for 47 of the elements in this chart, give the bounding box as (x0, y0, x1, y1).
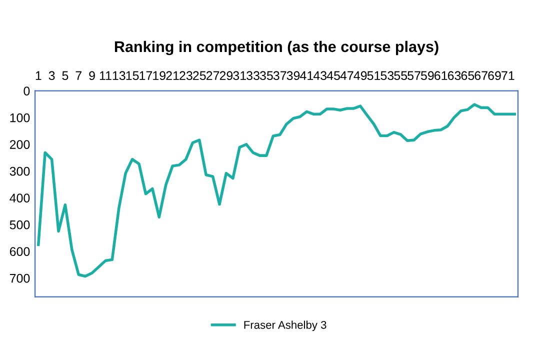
x-tick-label: 15 (126, 71, 139, 80)
y-tick-label: 700 (10, 274, 30, 283)
x-tick-label: 29 (220, 71, 233, 80)
x-tick-label: 39 (286, 71, 300, 80)
x-tick-label: 53 (380, 71, 394, 80)
x-tick-label: 37 (273, 71, 286, 80)
x-tick-label: 45 (326, 71, 340, 80)
x-tick-label: 69 (488, 71, 501, 80)
chart-title: Ranking in competition (as the course plays) (114, 40, 438, 56)
x-tick-label: 17 (140, 71, 152, 80)
x-tick-label: 47 (340, 71, 354, 80)
x-tick-label: 61 (434, 71, 448, 80)
x-tick-label: 27 (206, 71, 220, 80)
x-tick-label: 7 (76, 71, 82, 80)
x-tick-label: 41 (300, 71, 314, 80)
y-tick-label: 400 (10, 194, 30, 202)
y-tick-label: 300 (10, 166, 30, 176)
x-tick-label: 49 (354, 71, 367, 80)
y-tick-label: 600 (10, 247, 30, 256)
x-tick-label: 57 (408, 71, 420, 80)
x-tick-label: 25 (193, 71, 206, 80)
x-tick-label: 19 (153, 71, 166, 80)
x-tick-label: 51 (367, 71, 380, 80)
x-tick-label: 11 (100, 71, 112, 80)
x-tick-label: 59 (420, 71, 434, 80)
y-tick-label: 0 (24, 86, 30, 96)
x-tick-label: 21 (166, 71, 179, 80)
x-tick-label: 3 (48, 71, 55, 80)
y-tick-label: 200 (10, 140, 30, 149)
x-tick-label: 63 (448, 71, 461, 80)
x-tick-label: 35 (260, 71, 273, 80)
legend-label: Fraser Ashelby 3 (244, 320, 326, 332)
x-tick-label: 13 (112, 71, 126, 80)
line-series (37, 103, 516, 278)
x-tick-label: 23 (180, 71, 192, 80)
x-tick-label: 43 (313, 71, 327, 80)
x-tick-label: 1 (36, 71, 42, 80)
x-tick-label: 65 (461, 71, 474, 80)
y-tick-label: 500 (10, 220, 30, 230)
x-tick-label: 31 (233, 71, 246, 80)
y-tick-label: 100 (10, 113, 30, 122)
x-tick-label: 33 (246, 71, 260, 80)
x-tick-label: 9 (89, 71, 95, 80)
x-tick-label: 71 (502, 71, 514, 80)
x-tick-label: 55 (394, 71, 408, 80)
x-tick-label: 67 (474, 71, 488, 80)
x-tick-label: 5 (62, 71, 68, 80)
